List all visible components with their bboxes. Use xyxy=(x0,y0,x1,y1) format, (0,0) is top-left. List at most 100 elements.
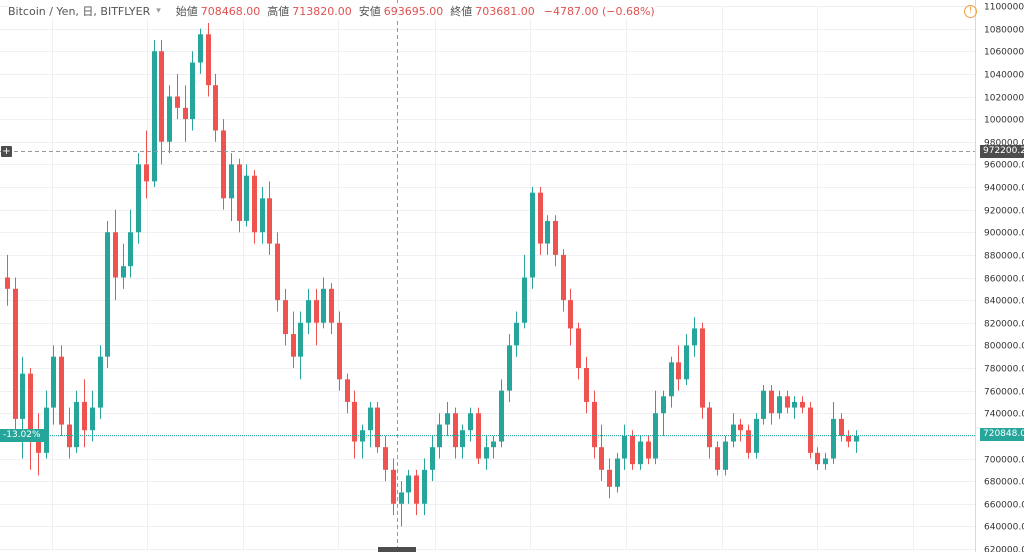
y-tick-label: 800000.00 xyxy=(984,342,1024,352)
candle-body xyxy=(615,458,620,487)
chevron-down-icon[interactable]: ▾ xyxy=(156,6,161,16)
candle-body xyxy=(345,379,350,402)
candle-body xyxy=(113,232,118,278)
y-tick-label: 1080000.00 xyxy=(984,26,1024,36)
candle-body xyxy=(568,300,573,329)
candle-body xyxy=(252,175,257,233)
candle-body xyxy=(5,277,10,289)
candle-body xyxy=(368,407,373,431)
candle-body xyxy=(36,435,41,453)
candle-body xyxy=(329,288,334,323)
y-tick-label: 660000.00 xyxy=(984,501,1024,511)
y-tick-label: 860000.00 xyxy=(984,275,1024,285)
symbol-label[interactable]: Bitcoin / Yen, 日, BITFLYER xyxy=(8,5,151,18)
warning-icon[interactable]: ! xyxy=(964,5,977,18)
candle-body xyxy=(213,85,218,131)
candle-body xyxy=(321,288,326,323)
candle-body xyxy=(676,362,681,380)
candle-body xyxy=(684,345,689,380)
candle-body xyxy=(128,232,133,267)
candle-body xyxy=(20,373,25,419)
candle-body xyxy=(769,390,774,414)
candle-body xyxy=(622,435,627,459)
candle-body xyxy=(630,435,635,465)
candle-body xyxy=(823,458,828,465)
candle-body xyxy=(854,435,859,442)
candle-body xyxy=(839,418,844,436)
candle-body xyxy=(144,164,149,182)
candle-body xyxy=(90,407,95,431)
crosshair-time-tag xyxy=(378,547,416,552)
open-label: 始値 xyxy=(175,5,198,18)
candle-body xyxy=(731,424,736,442)
candle-body xyxy=(105,232,110,357)
candle-body xyxy=(746,430,751,453)
candle-body xyxy=(237,164,242,221)
add-plus-icon[interactable]: + xyxy=(1,146,12,157)
y-tick-label: 820000.00 xyxy=(984,320,1024,330)
candle-body xyxy=(422,469,427,504)
open-value: 708468.00 xyxy=(200,4,261,18)
candles xyxy=(5,22,859,527)
overlay-lines xyxy=(0,0,975,549)
candle-body xyxy=(553,220,558,255)
candle-body xyxy=(414,475,419,504)
candle-body xyxy=(707,407,712,448)
y-tick-label: 700000.00 xyxy=(984,456,1024,466)
y-tick-label: 960000.00 xyxy=(984,161,1024,171)
last-price-tag: 720848.00 xyxy=(980,428,1024,441)
candle-body xyxy=(437,424,442,448)
candle-body xyxy=(846,435,851,442)
y-tick-label: 940000.00 xyxy=(984,184,1024,194)
candle-body xyxy=(785,396,790,408)
candle-body xyxy=(267,198,272,244)
candle-body xyxy=(607,469,612,487)
candle-body xyxy=(98,356,103,408)
candle-body xyxy=(561,254,566,301)
change-value: −4787.00 (−0.68%) xyxy=(543,4,655,18)
candle-body xyxy=(82,401,87,431)
candle-body xyxy=(453,413,458,448)
candle-body xyxy=(599,447,604,470)
high-value: 713820.00 xyxy=(292,4,352,18)
candle-body xyxy=(28,373,33,436)
high-label: 高値 xyxy=(267,5,290,18)
candle-body xyxy=(244,175,249,221)
candle-body xyxy=(646,441,651,459)
candle-body xyxy=(700,328,705,408)
candle-body xyxy=(275,243,280,301)
candle-body xyxy=(399,492,404,504)
candle-body xyxy=(206,34,211,86)
candle-body xyxy=(514,322,519,346)
y-tick-label: 680000.00 xyxy=(984,478,1024,488)
y-tick-label: 620000.00 xyxy=(984,546,1024,552)
candle-body xyxy=(67,424,72,448)
candle-body xyxy=(761,390,766,419)
grid xyxy=(0,6,975,550)
candle-body xyxy=(538,192,543,244)
candle-body xyxy=(484,447,489,459)
candle-body xyxy=(183,107,188,120)
candle-body xyxy=(491,441,496,448)
candle-body xyxy=(406,475,411,493)
candle-body xyxy=(221,130,226,199)
candle-body xyxy=(522,277,527,323)
candle-body xyxy=(669,362,674,397)
y-tick-label: 740000.00 xyxy=(984,410,1024,420)
candle-body xyxy=(175,96,180,108)
candle-body xyxy=(723,441,728,470)
y-tick-label: 1000000.00 xyxy=(984,116,1024,126)
candle-body xyxy=(121,266,126,278)
candle-body xyxy=(51,356,56,408)
candle-body xyxy=(468,413,473,431)
candle-body xyxy=(198,34,203,63)
candle-body xyxy=(507,345,512,391)
candle-body xyxy=(831,418,836,459)
candle-body xyxy=(190,62,195,120)
candle-body xyxy=(545,220,550,244)
candle-body xyxy=(499,390,504,442)
low-value: 693695.00 xyxy=(383,4,444,18)
candle-body xyxy=(167,96,172,142)
